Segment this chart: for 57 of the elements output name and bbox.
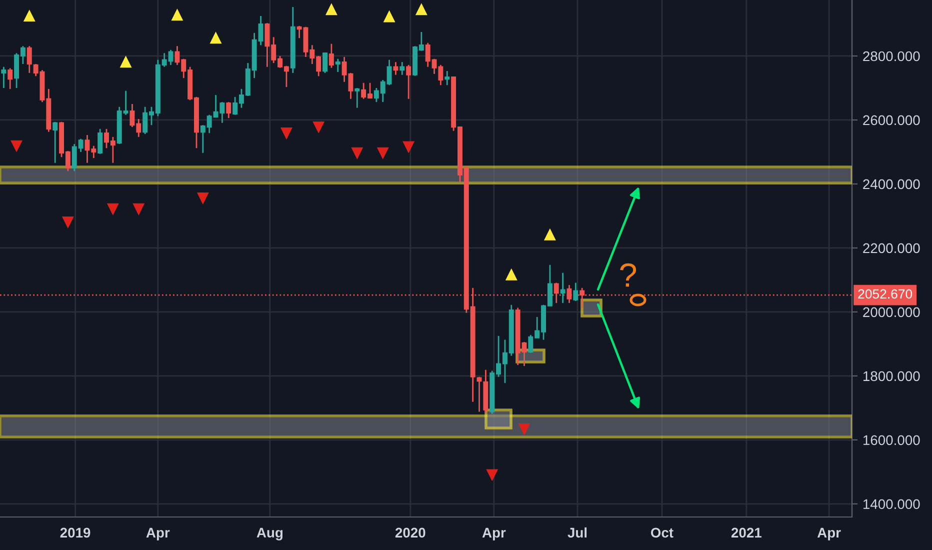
candlestick xyxy=(335,58,340,73)
point xyxy=(10,140,22,152)
candlestick xyxy=(26,45,32,74)
candlestick xyxy=(554,282,559,304)
y-tick-label: 1400.000 xyxy=(863,499,920,510)
x-tick-label: 2021 xyxy=(731,528,762,538)
y-tick-label: 1600.000 xyxy=(863,435,920,446)
point xyxy=(326,4,337,16)
x-tick-label: Oct xyxy=(650,528,674,538)
point xyxy=(24,10,35,22)
candlestick xyxy=(52,121,58,164)
ref-line-label: 2052.670 xyxy=(858,289,912,299)
point xyxy=(197,192,208,204)
point xyxy=(416,4,427,16)
candlestick xyxy=(400,61,405,76)
x-tick-label: Jul xyxy=(568,527,587,538)
point xyxy=(506,269,517,280)
candlestick xyxy=(226,101,232,119)
point xyxy=(133,203,144,214)
x-tick-label: Aug xyxy=(256,528,282,540)
candlestick xyxy=(328,43,334,69)
point xyxy=(62,216,74,228)
point xyxy=(120,56,132,68)
y-tick-label: 1800.000 xyxy=(863,371,920,382)
point xyxy=(384,11,395,22)
candlestick xyxy=(1,66,6,89)
x-tick-label: 2019 xyxy=(60,528,90,538)
candlestick xyxy=(322,52,328,74)
point xyxy=(352,147,363,158)
candlestick xyxy=(98,128,103,155)
point xyxy=(518,423,530,435)
y-tick-label: 2000.000 xyxy=(863,307,920,318)
point xyxy=(403,141,414,152)
candlestick xyxy=(354,87,360,109)
candlestick xyxy=(8,67,13,90)
point xyxy=(172,9,183,21)
point xyxy=(486,469,498,480)
candlestick xyxy=(573,282,578,302)
y-tick-label: 2800.000 xyxy=(863,51,920,62)
y-tick-label: 2200.000 xyxy=(863,243,920,254)
x-tick-label: 2020 xyxy=(395,528,426,538)
point xyxy=(544,229,556,240)
candlestick xyxy=(406,64,412,100)
x-tick-label: Apr xyxy=(146,528,170,540)
candlestick xyxy=(444,70,450,86)
point xyxy=(377,147,388,158)
y-tick-label: 2400.000 xyxy=(863,179,920,190)
candlestick xyxy=(560,272,566,304)
point xyxy=(280,128,292,139)
point xyxy=(210,32,222,44)
x-tick-label: Apr xyxy=(482,528,506,540)
candlestick xyxy=(393,61,398,76)
annotation: ? xyxy=(620,263,636,287)
point xyxy=(107,203,118,214)
y-tick-label: 2600.000 xyxy=(863,115,920,126)
point xyxy=(313,121,324,133)
x-tick-label: Apr xyxy=(817,528,841,540)
